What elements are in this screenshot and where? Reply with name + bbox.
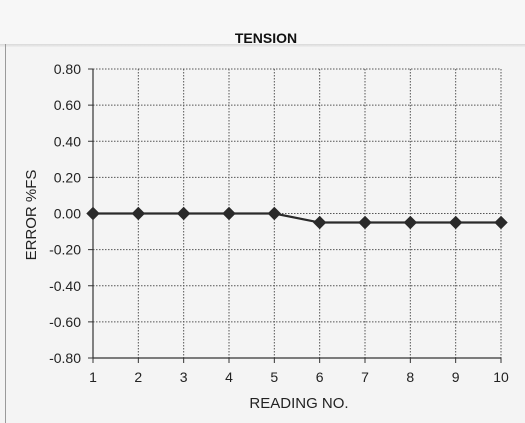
x-tick-label: 9 [452, 369, 460, 385]
data-point-marker [267, 206, 282, 221]
data-point-marker [403, 215, 418, 230]
torn-paper-strip [0, 0, 525, 46]
x-tick-label: 6 [316, 369, 324, 385]
x-tick-label: 4 [225, 369, 233, 385]
data-point-marker [448, 215, 463, 230]
y-tick-labels: 0.80 0.60 0.40 0.20 0.00 -0.20 -0.40 -0.60 -0.80 [49, 61, 81, 366]
tear-edge [0, 44, 525, 47]
chart-title: TENSION [235, 30, 297, 46]
data-point-marker [358, 215, 372, 230]
y-tick-label: -0.60 [49, 314, 81, 330]
data-point-marker [131, 206, 146, 221]
y-tick-label: -0.80 [49, 350, 81, 366]
data-point-marker [494, 215, 508, 230]
x-tick-label: 3 [180, 369, 188, 385]
x-tick-label: 1 [89, 369, 97, 385]
x-tick-label: 2 [134, 369, 142, 385]
error-series [86, 206, 508, 230]
chart-frame-left-edge [5, 44, 6, 423]
y-axis-title: ERROR %FS [23, 170, 40, 261]
data-point-marker [312, 215, 327, 230]
data-point-marker [86, 206, 100, 221]
x-tick-label: 10 [493, 369, 509, 385]
y-tick-label: 0.20 [54, 169, 81, 185]
x-tick-label: 5 [270, 369, 278, 385]
y-tick-label: 0.40 [54, 133, 81, 149]
y-tick-label: 0.60 [54, 97, 81, 113]
y-tick-label: -0.40 [49, 278, 81, 294]
plot-axes [88, 68, 502, 363]
data-point-marker [176, 206, 191, 221]
x-tick-label: 7 [361, 369, 369, 385]
y-tick-label: 0.80 [54, 61, 81, 77]
y-tick-label: -0.20 [49, 242, 81, 258]
x-axis-title: READING NO. [249, 395, 348, 412]
y-tick-label: 0.00 [54, 206, 81, 222]
series-line [93, 212, 501, 224]
data-point-marker [222, 206, 236, 221]
x-tick-label: 8 [406, 369, 414, 385]
x-tick-labels: 1 2 3 4 5 6 7 8 9 10 [89, 369, 509, 385]
